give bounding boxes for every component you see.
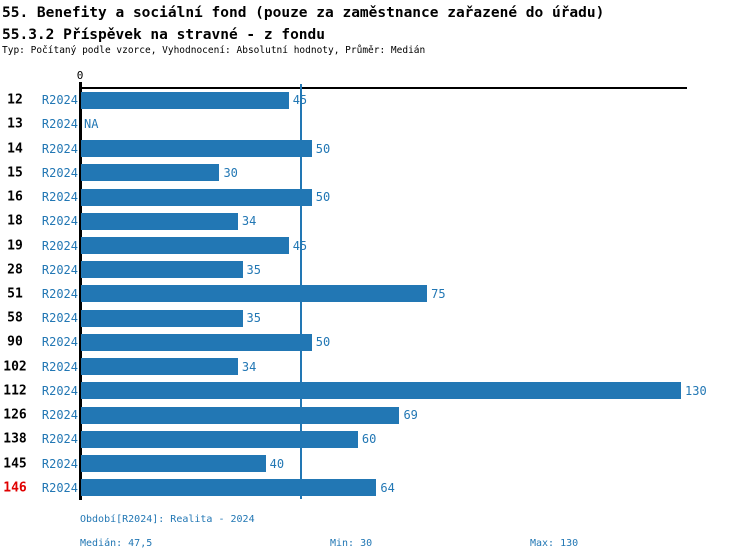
value-label: 69 xyxy=(403,408,418,423)
row-category-label: 126 xyxy=(3,407,27,423)
x-axis-zero-tick-label: 0 xyxy=(76,69,84,82)
value-bar xyxy=(81,430,358,448)
chart-row: 145 R2024 40 xyxy=(0,452,750,476)
footer-median-stat: Medián: 47,5 xyxy=(80,538,153,549)
value-label: 35 xyxy=(246,311,261,326)
row-period-label: R2024 xyxy=(41,93,78,108)
chart-row: 112 R2024 130 xyxy=(0,379,750,403)
chart-row: 16 R2024 50 xyxy=(0,185,750,209)
row-period-label: R2024 xyxy=(41,408,78,423)
y-axis-line xyxy=(79,82,82,500)
value-bar xyxy=(81,455,266,473)
row-category-label: 146 xyxy=(3,480,27,496)
footer-min-stat: Min: 30 xyxy=(330,538,373,549)
chart-row: 19 R2024 45 xyxy=(0,233,750,257)
chart-row: 138 R2024 60 xyxy=(0,427,750,451)
value-label: NA xyxy=(84,117,99,132)
chart-row: 28 R2024 35 xyxy=(0,258,750,282)
row-category-label: 16 xyxy=(7,189,23,205)
value-label: 64 xyxy=(380,480,395,495)
value-bar xyxy=(81,479,377,497)
row-category-label: 18 xyxy=(7,213,23,229)
row-period-label: R2024 xyxy=(41,141,78,156)
value-label: 45 xyxy=(292,238,308,253)
chart-row: 126 R2024 69 xyxy=(0,403,750,427)
row-period-label: R2024 xyxy=(41,117,78,132)
row-period-label: R2024 xyxy=(41,359,78,374)
value-bar xyxy=(81,164,220,182)
row-period-label: R2024 xyxy=(41,456,78,471)
value-label: 34 xyxy=(241,359,257,374)
row-category-label: 102 xyxy=(3,359,27,375)
value-bar xyxy=(81,382,681,400)
chart-subtitle: 55.3.2 Příspěvek na stravné - z fondu xyxy=(2,27,326,43)
footer-period-label: Období[R2024]: Realita - 2024 xyxy=(80,514,255,525)
row-period-label: R2024 xyxy=(41,165,78,180)
chart-row: 12 R2024 45 xyxy=(0,88,750,112)
row-category-label: 28 xyxy=(7,262,23,278)
value-label: 130 xyxy=(685,383,707,398)
value-bar xyxy=(81,406,400,424)
value-bar xyxy=(81,237,289,254)
row-period-label: R2024 xyxy=(41,383,78,398)
row-category-label: 145 xyxy=(3,456,27,472)
value-label: 60 xyxy=(361,432,377,447)
footer-max-stat: Max: 130 xyxy=(530,538,579,549)
chart-row: 90 R2024 50 xyxy=(0,330,750,354)
chart-row: 18 R2024 34 xyxy=(0,209,750,233)
row-category-label: 58 xyxy=(7,310,23,326)
row-category-label: 13 xyxy=(7,116,23,132)
value-bar xyxy=(81,285,428,303)
value-bar xyxy=(81,140,312,158)
chart-row: 13 R2024 NA xyxy=(0,112,750,136)
value-bar xyxy=(81,91,289,109)
chart-row: 146 R2024 64 xyxy=(0,476,750,500)
row-period-label: R2024 xyxy=(41,335,78,350)
value-label: 50 xyxy=(315,190,331,205)
row-category-label: 14 xyxy=(7,141,23,157)
value-label: 30 xyxy=(223,165,238,180)
chart-title: 55. Benefity a sociální fond (pouze za z… xyxy=(2,5,605,21)
value-label: 35 xyxy=(246,262,261,277)
value-bar xyxy=(81,261,243,279)
row-period-label: R2024 xyxy=(41,238,78,253)
chart-rows: 12 R2024 45 13 R2024 NA 14 R2024 50 15 R… xyxy=(0,88,750,500)
chart-row: 51 R2024 75 xyxy=(0,282,750,306)
value-bar xyxy=(81,309,243,327)
row-category-label: 12 xyxy=(7,92,23,108)
value-label: 50 xyxy=(315,335,331,350)
row-period-label: R2024 xyxy=(41,214,78,229)
row-category-label: 15 xyxy=(7,165,23,181)
chart-row: 58 R2024 35 xyxy=(0,306,750,330)
row-category-label: 51 xyxy=(7,286,23,302)
value-bar xyxy=(81,188,312,206)
row-period-label: R2024 xyxy=(41,432,78,447)
row-category-label: 90 xyxy=(7,334,23,350)
value-bar xyxy=(81,333,312,351)
value-label: 34 xyxy=(241,214,257,229)
row-period-label: R2024 xyxy=(41,480,78,495)
row-category-label: 19 xyxy=(7,238,23,254)
x-axis-line xyxy=(80,87,687,89)
row-period-label: R2024 xyxy=(41,190,78,205)
value-bar xyxy=(81,358,238,376)
value-label: 75 xyxy=(431,286,446,301)
value-label: 40 xyxy=(269,456,285,471)
row-category-label: 138 xyxy=(3,431,27,447)
chart-row: 102 R2024 34 xyxy=(0,355,750,379)
row-period-label: R2024 xyxy=(41,262,78,277)
row-period-label: R2024 xyxy=(41,311,78,326)
value-label: 45 xyxy=(292,93,308,108)
value-bar xyxy=(81,212,238,230)
value-label: 50 xyxy=(315,141,331,156)
row-period-label: R2024 xyxy=(41,286,78,301)
row-category-label: 112 xyxy=(3,383,27,399)
chart-row: 14 R2024 50 xyxy=(0,136,750,160)
chart-meta-line: Typ: Počítaný podle vzorce, Vyhodnocení:… xyxy=(2,45,426,56)
chart-row: 15 R2024 30 xyxy=(0,161,750,185)
